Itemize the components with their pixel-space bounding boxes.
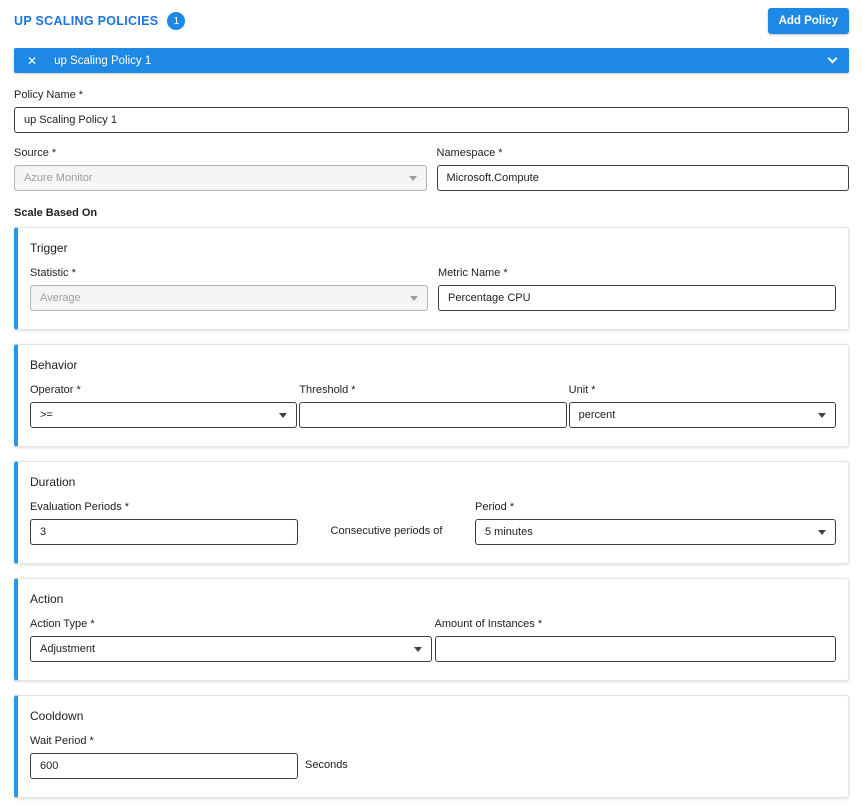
action-type-label: Action Type * (30, 618, 95, 630)
dropdown-caret-icon (818, 412, 826, 418)
amount-of-instances-label: Amount of Instances * (434, 618, 543, 630)
unit-group: Unit * percent (568, 384, 836, 428)
metric-name-label: Metric Name * (438, 267, 508, 279)
action-card-title: Action (30, 592, 64, 606)
policy-accordion-header[interactable]: ✕ up Scaling Policy 1 (14, 48, 849, 73)
wait-period-label: Wait Period * (30, 735, 94, 747)
threshold-label: Threshold * (299, 384, 356, 396)
unit-label: Unit * (568, 384, 596, 396)
threshold-group: Threshold * (299, 384, 567, 428)
unit-select[interactable]: percent (568, 402, 836, 428)
policy-name-input[interactable] (14, 107, 849, 133)
page-title: UP SCALING POLICIES (14, 14, 159, 28)
dropdown-caret-icon (818, 529, 826, 535)
period-select-value: 5 minutes (485, 526, 533, 538)
namespace-group: Namespace * (436, 147, 849, 191)
dropdown-caret-icon (279, 412, 288, 418)
source-label: Source * (14, 147, 57, 159)
amount-of-instances-group: Amount of Instances * (434, 618, 836, 662)
behavior-card-title: Behavior (30, 358, 78, 372)
action-type-group: Action Type * Adjustment (30, 618, 432, 662)
dropdown-caret-icon (413, 646, 422, 652)
page-header: UP SCALING POLICIES 1 Add Policy (14, 7, 849, 35)
action-card: Action Action Type * Adjustment Amount o… (14, 578, 849, 681)
seconds-suffix-text: Seconds (305, 759, 348, 771)
operator-group: Operator * >= (30, 384, 298, 428)
duration-fields-row: Evaluation Periods * Consecutive periods… (30, 501, 836, 545)
source-select-value: Azure Monitor (24, 172, 93, 184)
period-group: Period * 5 minutes (475, 501, 836, 545)
namespace-input[interactable] (436, 165, 849, 191)
trigger-card: Trigger Statistic * Average Metric Name … (14, 227, 849, 330)
unit-select-value: percent (578, 409, 616, 421)
duration-card-title: Duration (30, 475, 76, 489)
statistic-label: Statistic * (30, 267, 76, 279)
evaluation-periods-input[interactable] (30, 519, 298, 545)
action-type-select[interactable]: Adjustment (30, 636, 432, 662)
statistic-select: Average (30, 285, 428, 311)
wait-period-input[interactable] (30, 753, 298, 779)
dropdown-caret-icon (408, 175, 417, 181)
threshold-input[interactable] (299, 402, 567, 428)
operator-label: Operator * (30, 384, 81, 396)
dropdown-caret-icon (410, 295, 418, 301)
policy-name-label: Policy Name * (14, 89, 84, 101)
scale-based-on-label: Scale Based On (14, 207, 98, 219)
cooldown-card-title: Cooldown (30, 709, 84, 723)
evaluation-periods-group: Evaluation Periods * (30, 501, 298, 545)
namespace-label: Namespace * (436, 147, 503, 159)
chevron-down-icon[interactable] (827, 53, 838, 64)
behavior-fields-row: Operator * >= Threshold * Unit * percent (30, 384, 836, 428)
cooldown-card: Cooldown Wait Period * Seconds (14, 695, 849, 798)
metric-name-input[interactable] (438, 285, 836, 311)
trigger-card-title: Trigger (30, 241, 68, 255)
statistic-group: Statistic * Average (30, 267, 428, 311)
behavior-card: Behavior Operator * >= Threshold * Unit … (14, 344, 849, 447)
operator-select[interactable]: >= (30, 402, 298, 428)
source-group: Source * Azure Monitor (14, 147, 427, 191)
action-fields-row: Action Type * Adjustment Amount of Insta… (30, 618, 836, 662)
add-policy-button[interactable]: Add Policy (767, 8, 849, 34)
action-type-select-value: Adjustment (40, 643, 96, 655)
policy-bar-title: up Scaling Policy 1 (54, 54, 152, 67)
evaluation-periods-label: Evaluation Periods * (30, 501, 130, 513)
source-namespace-row: Source * Azure Monitor Namespace * (14, 147, 849, 191)
wait-period-group: Wait Period * (30, 735, 298, 779)
source-select: Azure Monitor (14, 165, 427, 191)
cooldown-fields-row: Wait Period * Seconds (30, 735, 836, 779)
policy-name-group: Policy Name * (14, 89, 849, 133)
metric-name-group: Metric Name * (438, 267, 836, 311)
period-select[interactable]: 5 minutes (475, 519, 836, 545)
policy-count-badge: 1 (167, 12, 186, 30)
statistic-select-value: Average (40, 292, 81, 304)
close-icon[interactable]: ✕ (27, 53, 38, 68)
operator-select-value: >= (40, 409, 53, 421)
trigger-fields-row: Statistic * Average Metric Name * (30, 267, 836, 311)
amount-of-instances-input[interactable] (434, 636, 836, 662)
period-label: Period * (475, 501, 515, 513)
consecutive-periods-text: Consecutive periods of (330, 525, 443, 537)
page-title-group: UP SCALING POLICIES 1 (14, 12, 186, 30)
duration-card: Duration Evaluation Periods * Consecutiv… (14, 461, 849, 564)
